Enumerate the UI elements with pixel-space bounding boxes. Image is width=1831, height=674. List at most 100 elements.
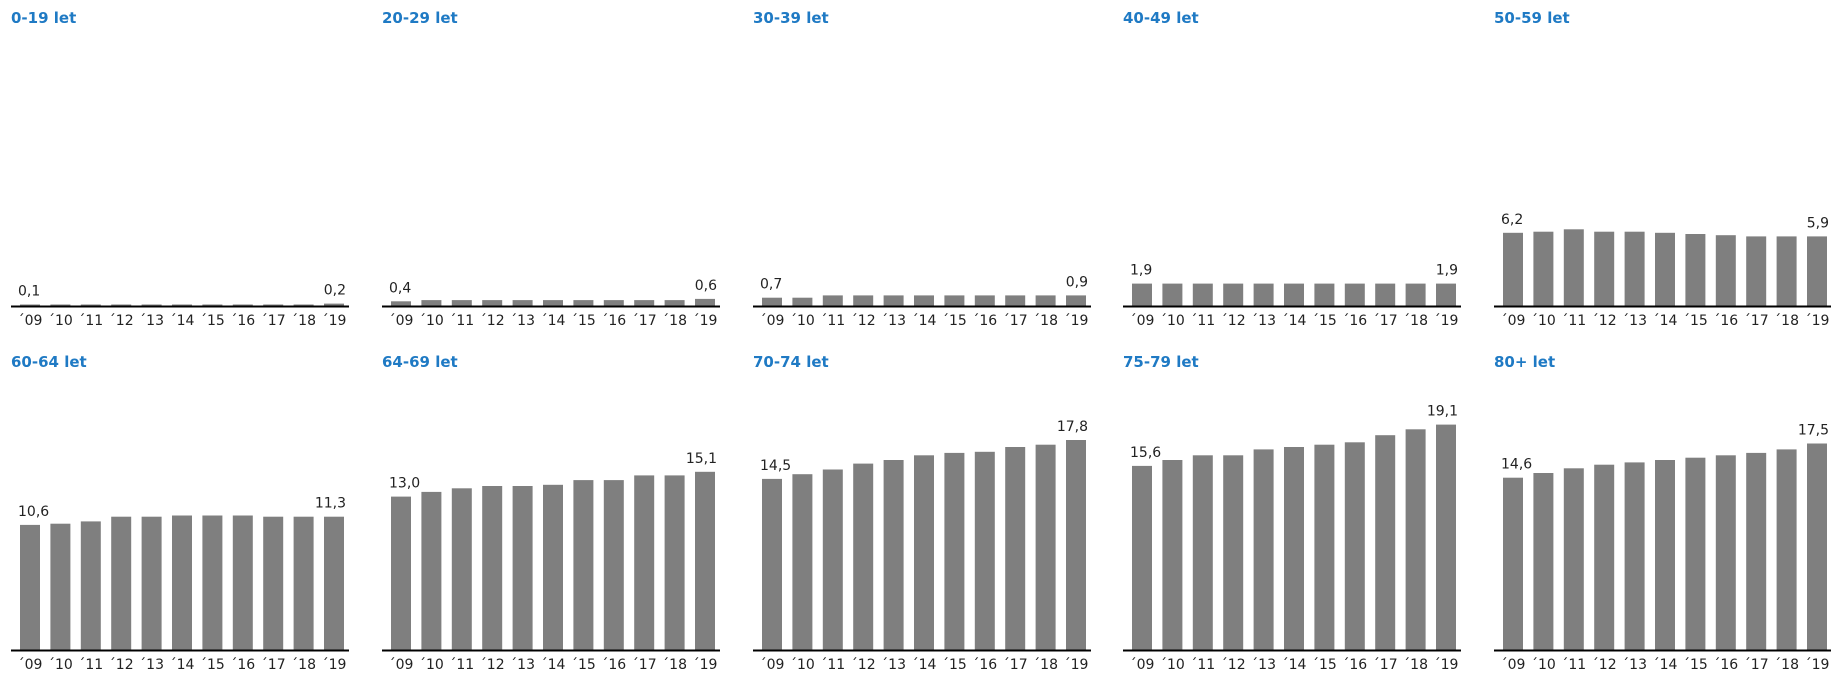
bar: [822, 295, 843, 306]
data-label-last: 0,2: [324, 283, 346, 299]
x-tick-label: ´10: [48, 313, 73, 329]
bar: [421, 491, 442, 650]
x-tick-label: ´11: [1561, 657, 1586, 673]
bar: [324, 303, 344, 306]
data-label-last: 17,5: [1798, 423, 1829, 439]
bar-chart: ´09 ´10 ´11 ´12 ´13 ´14 ´15 ´16 ´17 ´18 ´19 0,1 0,2: [11, 283, 349, 329]
bar: [664, 300, 685, 306]
x-tick-label: ´15: [1683, 657, 1708, 673]
x-tick-label: ´10: [48, 657, 73, 673]
x-tick-label: ´17: [632, 313, 657, 329]
x-tick-label: ´09: [389, 657, 414, 673]
x-tick-label: ´13: [1251, 657, 1276, 673]
bar: [573, 480, 594, 650]
bar: [944, 452, 965, 650]
bar: [1715, 235, 1736, 306]
bar: [1314, 444, 1335, 650]
x-tick-label: ´17: [261, 313, 286, 329]
x-tick-label: ´17: [1003, 313, 1028, 329]
bar: [944, 295, 965, 306]
bar: [1344, 442, 1365, 650]
data-label-last: 5,9: [1807, 215, 1829, 231]
bar: [883, 460, 904, 650]
bar: [1162, 283, 1183, 306]
bar: [1746, 236, 1767, 306]
x-tick-label: ´18: [291, 313, 316, 329]
x-tick-label: ´09: [1130, 313, 1155, 329]
bar: [50, 304, 71, 306]
x-tick-label: ´10: [419, 313, 444, 329]
chart-title: 0-19 let: [11, 9, 77, 27]
x-tick-label: ´11: [78, 657, 103, 673]
x-tick-label: ´09: [1501, 657, 1526, 673]
bar: [974, 451, 995, 650]
x-tick-label: ´15: [1312, 313, 1337, 329]
bar: [1594, 231, 1615, 306]
x-tick-label: ´16: [601, 657, 626, 673]
bar: [232, 515, 253, 650]
bar-chart: ´09 ´10 ´11 ´12 ´13 ´14 ´15 ´16 ´17 ´18 ´19 0,4 0,6: [382, 278, 720, 329]
bar: [762, 297, 782, 306]
bar: [1162, 460, 1183, 650]
x-tick-label: ´19: [1434, 657, 1459, 673]
bar: [263, 304, 284, 306]
bar: [1503, 477, 1523, 650]
bar: [762, 478, 782, 650]
bar: [111, 304, 132, 306]
bar: [1223, 455, 1244, 650]
x-tick-label: ´19: [322, 313, 347, 329]
bar: [232, 304, 253, 306]
bar: [1375, 283, 1396, 306]
x-tick-label: ´17: [1744, 313, 1769, 329]
bar: [1807, 236, 1827, 306]
bar-chart: ´09 ´10 ´11 ´12 ´13 ´14 ´15 ´16 ´17 ´18 ´19 6,2 5,9: [1494, 212, 1831, 329]
x-tick-label: ´10: [1160, 313, 1185, 329]
x-tick-label: ´18: [1033, 657, 1058, 673]
data-label-first: 6,2: [1501, 212, 1523, 228]
x-tick-label: ´10: [790, 313, 815, 329]
bar: [1594, 464, 1615, 650]
x-tick-label: ´09: [389, 313, 414, 329]
x-tick-label: ´19: [693, 313, 718, 329]
x-tick-label: ´11: [1561, 313, 1586, 329]
x-tick-label: ´16: [230, 657, 255, 673]
bar: [695, 298, 715, 306]
bar: [1405, 429, 1426, 650]
bar: [202, 304, 223, 306]
bar: [1503, 232, 1523, 306]
chart-title: 64-69 let: [382, 353, 458, 371]
bar: [914, 455, 934, 650]
x-tick-label: ´15: [571, 313, 596, 329]
bar: [391, 301, 411, 306]
bar: [1284, 447, 1304, 650]
data-label-first: 13,0: [389, 476, 420, 492]
bar: [1655, 232, 1675, 306]
x-tick-label: ´09: [18, 657, 43, 673]
bar: [141, 304, 162, 306]
bar: [1035, 295, 1056, 306]
chart-title: 30-39 let: [753, 9, 829, 27]
x-tick-label: ´14: [1653, 657, 1678, 673]
bar: [974, 295, 995, 306]
bar: [324, 516, 344, 650]
bar: [263, 516, 284, 650]
bar: [1624, 231, 1645, 306]
x-tick-label: ´15: [942, 313, 967, 329]
bar: [1533, 473, 1554, 650]
x-tick-label: ´16: [601, 313, 626, 329]
x-tick-label: ´11: [78, 313, 103, 329]
data-label-first: 0,4: [389, 280, 411, 296]
x-tick-label: ´15: [1683, 313, 1708, 329]
x-tick-label: ´19: [1805, 313, 1830, 329]
data-label-last: 0,6: [695, 278, 717, 294]
bar: [202, 515, 223, 650]
x-tick-label: ´17: [1744, 657, 1769, 673]
bar-chart: ´09 ´10 ´11 ´12 ´13 ´14 ´15 ´16 ´17 ´18 ´19 14,6 17,…: [1494, 423, 1831, 673]
data-label-last: 17,8: [1057, 419, 1088, 435]
bar: [1563, 229, 1584, 306]
x-tick-label: ´18: [1033, 313, 1058, 329]
bar: [1436, 424, 1456, 650]
bar: [172, 304, 192, 306]
bar: [482, 486, 503, 650]
x-tick-label: ´15: [942, 657, 967, 673]
